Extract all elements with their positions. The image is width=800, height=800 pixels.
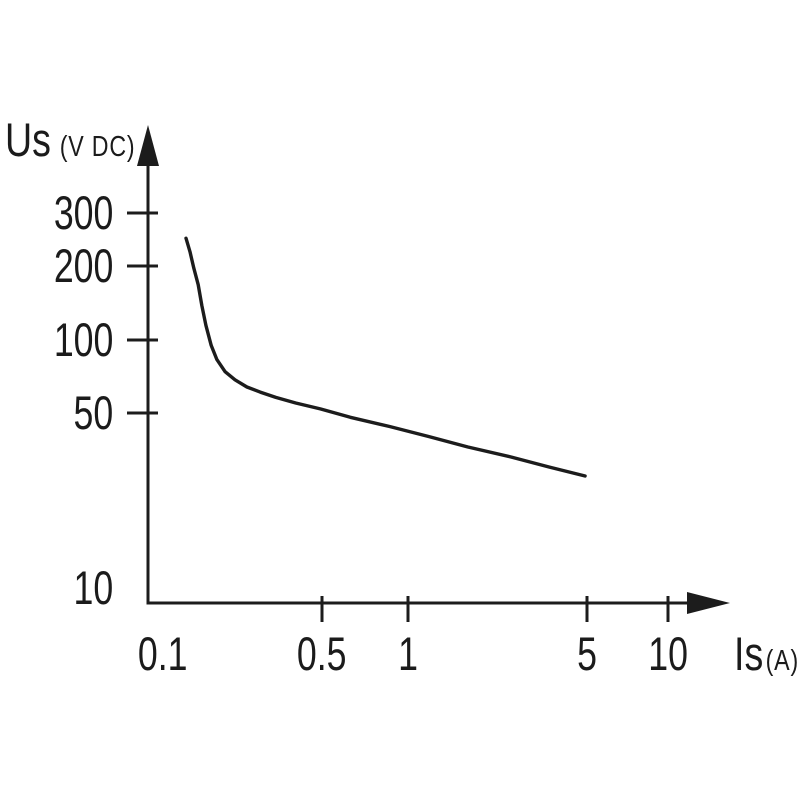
x-tick-label: 0.1 (103, 630, 223, 678)
y-axis-title-unit: (V DC) (59, 131, 136, 163)
x-axis-title-main: Is (734, 627, 764, 680)
x-tick-label: 1 (348, 630, 468, 678)
x-axis-arrowhead-icon (687, 592, 730, 614)
x-tick-label: 10 (608, 630, 728, 678)
y-tick-label: 50 (0, 389, 113, 437)
x-axis-title-unit: (A) (765, 645, 799, 677)
x-tick-label-text: 0.1 (138, 627, 188, 680)
y-axis-title: Us (V DC) (5, 112, 135, 167)
x-tick-label-text: 0.5 (297, 627, 347, 680)
y-tick-label: 100 (0, 316, 113, 364)
y-axis-arrowhead-icon (137, 125, 159, 166)
y-tick-label: 200 (0, 242, 113, 290)
y-tick-label-text: 300 (53, 186, 113, 239)
x-tick-label: 0.5 (262, 630, 382, 678)
y-tick-label-text: 50 (73, 386, 113, 439)
y-tick-label: 300 (0, 189, 113, 237)
y-tick-label: 10 (0, 564, 113, 612)
x-tick-label: 5 (527, 630, 647, 678)
x-axis-title: Is (A) (734, 626, 799, 681)
y-tick-label-text: 200 (53, 239, 113, 292)
y-tick-label-text: 100 (53, 313, 113, 366)
y-axis-title-main: Us (5, 113, 51, 166)
data-curve (184, 236, 587, 478)
x-tick-label-text: 5 (577, 627, 597, 680)
x-tick-label-text: 1 (398, 627, 418, 680)
x-tick-label-text: 10 (648, 627, 688, 680)
y-tick-label-text: 10 (73, 561, 113, 614)
